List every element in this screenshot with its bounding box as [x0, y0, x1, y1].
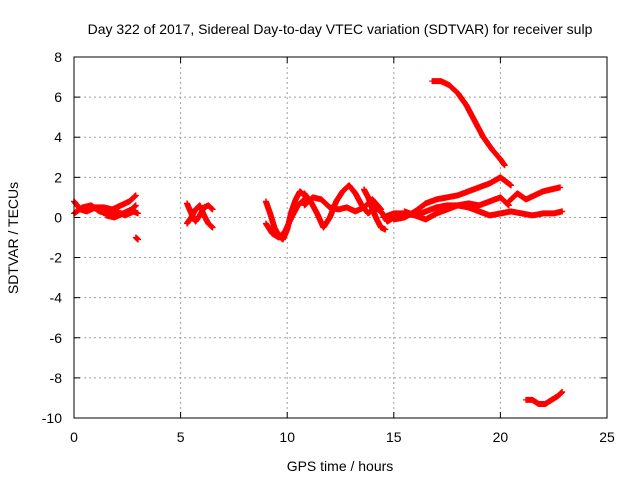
data-point-markers	[103, 202, 139, 221]
data-series-track-8	[262, 196, 308, 241]
data-point-markers	[401, 202, 566, 223]
y-tick-label: -6	[50, 330, 63, 346]
data-series-track-14	[401, 202, 566, 223]
marks-layer	[71, 78, 566, 407]
data-series-track-9	[301, 182, 397, 231]
data-point-markers	[505, 184, 564, 205]
ticks-layer: -10 -8 -6 -4 -2 0 2 4 6 8 0 5 10 15 20 25	[42, 49, 615, 445]
data-series-track-16	[429, 78, 508, 169]
x-axis-label: GPS time / hours	[287, 458, 394, 474]
x-tick-label: 0	[70, 429, 78, 445]
data-series-track-4	[132, 234, 141, 243]
data-series-track-15	[505, 184, 564, 205]
data-point-markers	[184, 202, 216, 231]
x-tick-label: 15	[386, 429, 402, 445]
data-series-track-3	[103, 202, 139, 221]
y-tick-label: 6	[54, 89, 62, 105]
x-tick-label: 25	[599, 429, 615, 445]
y-tick-label: 4	[54, 129, 62, 145]
x-tick-label: 10	[279, 429, 295, 445]
data-point-markers	[429, 78, 508, 169]
y-tick-label: 0	[54, 209, 62, 225]
data-point-markers	[262, 196, 308, 241]
x-tick-label: 20	[493, 429, 509, 445]
data-series-track-6	[184, 202, 216, 231]
grid-layer	[74, 57, 607, 418]
y-tick-label: 8	[54, 49, 62, 65]
data-series-track-11	[361, 186, 389, 233]
data-point-markers	[301, 182, 397, 231]
chart-title: Day 322 of 2017, Sidereal Day-to-day VTE…	[88, 21, 593, 37]
y-tick-label: -8	[50, 370, 63, 386]
plot-frame	[73, 56, 608, 419]
y-tick-label: 2	[54, 169, 62, 185]
y-tick-label: -10	[42, 410, 62, 426]
data-point-markers	[523, 388, 566, 407]
y-tick-label: -2	[50, 250, 63, 266]
x-tick-label: 5	[177, 429, 185, 445]
data-point-markers	[132, 234, 141, 243]
y-tick-label: -4	[50, 290, 63, 306]
y-axis-label: SDTVAR / TECUs	[5, 182, 21, 294]
data-series-track-17	[523, 388, 566, 407]
data-point-markers	[361, 186, 389, 233]
